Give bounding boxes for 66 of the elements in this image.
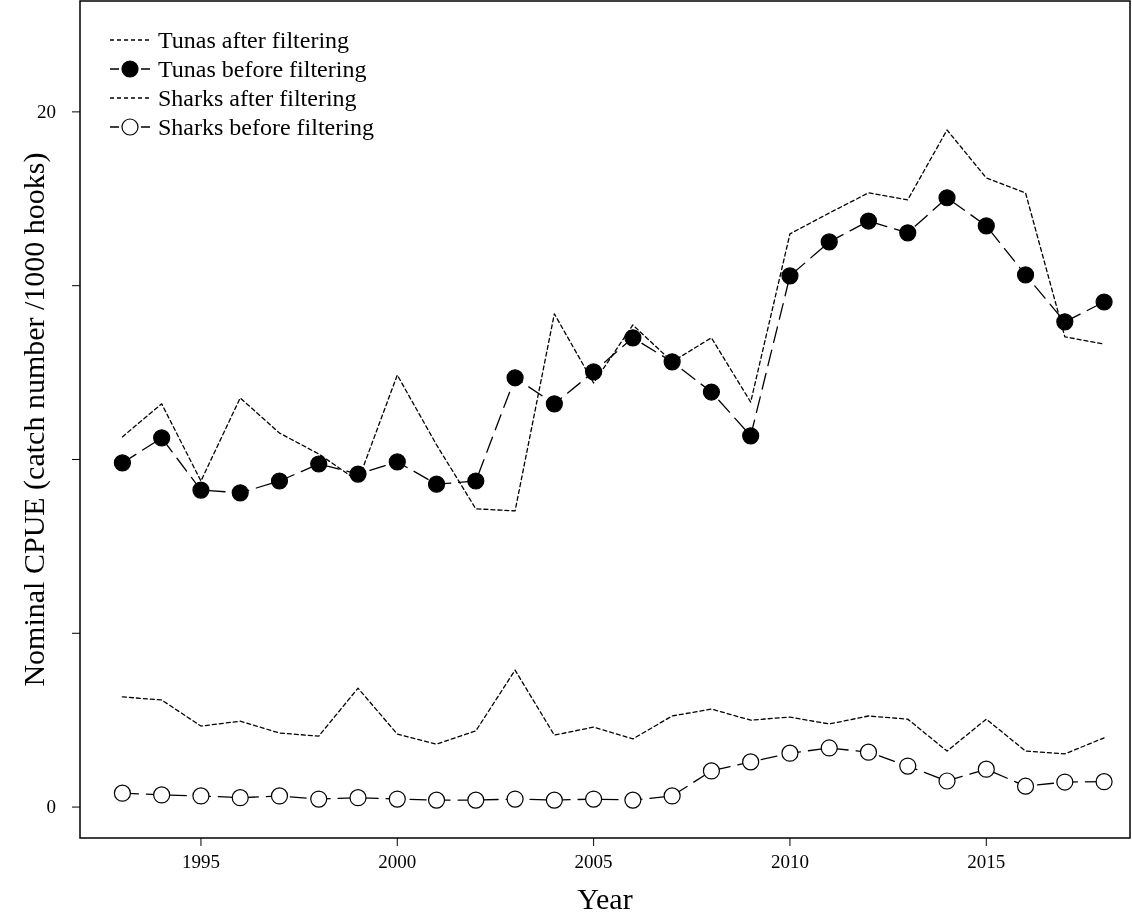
point (231, 484, 249, 502)
point (270, 787, 289, 805)
point (310, 790, 328, 808)
point (1095, 773, 1113, 791)
point (624, 329, 642, 347)
point (153, 786, 171, 804)
point (388, 790, 406, 808)
point (663, 787, 681, 805)
point (427, 791, 446, 809)
point (977, 760, 995, 778)
point (624, 791, 642, 809)
point (192, 481, 210, 499)
point (899, 757, 917, 775)
point (899, 224, 917, 242)
x-tick-label: 2005 (574, 851, 613, 872)
y-tick-label: 0 (46, 796, 56, 818)
point (1056, 313, 1074, 331)
point (702, 762, 721, 780)
point (781, 267, 799, 285)
point (310, 455, 328, 473)
y-axis-title: Nominal CPUE (catch number /1000 hooks) (17, 152, 51, 687)
point (820, 739, 838, 757)
legend-label: Sharks before filtering (158, 114, 374, 140)
line-series (121, 669, 1105, 755)
point (1016, 777, 1035, 795)
point (781, 744, 799, 762)
x-tick-label: 2015 (967, 851, 1006, 872)
point (938, 772, 956, 790)
point (349, 789, 367, 807)
point (113, 784, 132, 802)
legend-label: Tunas before filtering (158, 56, 367, 82)
y-tick-label: 20 (37, 100, 56, 122)
point (1095, 293, 1113, 311)
point (231, 789, 249, 807)
point (585, 790, 603, 808)
point (506, 369, 524, 387)
point (742, 753, 760, 771)
point (702, 383, 721, 401)
legend-label: Tunas after filtering (158, 27, 350, 53)
point (663, 353, 681, 371)
point (820, 233, 838, 251)
point (270, 472, 289, 490)
point (467, 472, 485, 490)
x-tick-label: 1995 (181, 851, 220, 872)
point (467, 791, 485, 809)
point (153, 429, 171, 447)
point (113, 454, 132, 472)
point (859, 212, 878, 230)
legend-label: Sharks after filtering (158, 85, 357, 111)
point (1056, 773, 1074, 791)
point (506, 790, 524, 808)
point (742, 427, 760, 445)
point (977, 217, 995, 235)
point (349, 465, 367, 483)
x-tick-label: 2000 (378, 851, 417, 872)
point (545, 395, 563, 413)
x-axis-title: Year (577, 882, 633, 915)
point (585, 363, 603, 381)
point (1016, 266, 1035, 284)
point (859, 743, 878, 761)
point (545, 791, 563, 809)
point (938, 189, 956, 207)
point (388, 453, 406, 471)
point (427, 475, 446, 493)
point (192, 787, 210, 805)
x-tick-label: 2010 (770, 851, 809, 872)
